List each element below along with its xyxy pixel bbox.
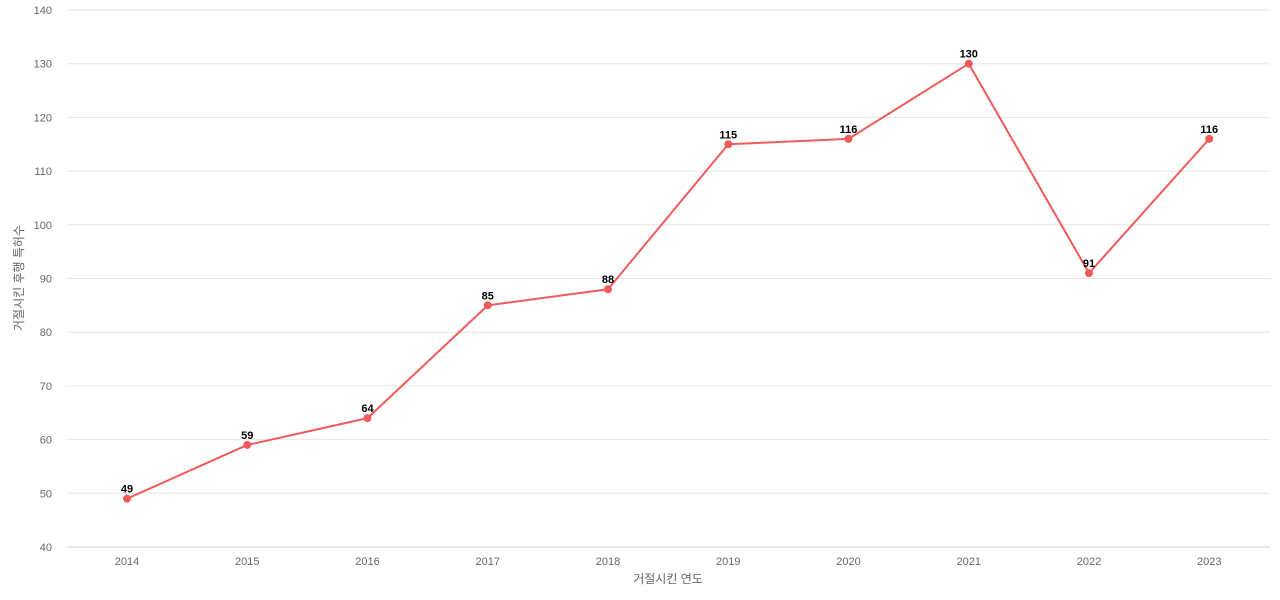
x-tick-label: 2018 xyxy=(596,556,620,568)
data-label: 116 xyxy=(1200,124,1218,136)
x-axis-ticks: 2014 2015 2016 2017 2018 2019 2020 2021 2022 2023 xyxy=(115,556,1222,568)
data-point xyxy=(243,440,252,449)
y-tick-label: 140 xyxy=(34,5,52,17)
y-axis-ticks: 40 50 60 70 80 90 100 110 120 130 140 xyxy=(34,5,52,554)
data-point xyxy=(964,59,973,68)
y-tick-label: 70 xyxy=(40,381,52,393)
data-point xyxy=(724,140,733,149)
data-point xyxy=(1205,134,1214,143)
y-tick-label: 60 xyxy=(40,435,52,447)
x-tick-label: 2016 xyxy=(355,556,379,568)
y-tick-label: 80 xyxy=(40,327,52,339)
x-tick-label: 2019 xyxy=(716,556,740,568)
data-point xyxy=(123,494,131,503)
x-tick-label: 2014 xyxy=(115,556,139,568)
data-label: 64 xyxy=(361,403,374,415)
data-point xyxy=(483,301,492,310)
x-tick-label: 2020 xyxy=(836,556,860,568)
data-point xyxy=(363,414,372,423)
y-tick-label: 50 xyxy=(40,488,52,500)
data-label: 49 xyxy=(121,484,133,496)
x-tick-label: 2023 xyxy=(1197,556,1221,568)
data-label: 130 xyxy=(960,49,978,61)
data-labels: 49 59 64 85 88 115 116 130 91 116 xyxy=(121,49,1218,496)
y-tick-label: 130 xyxy=(34,59,52,71)
data-label: 88 xyxy=(602,274,614,286)
x-tick-label: 2015 xyxy=(235,556,259,568)
data-point xyxy=(1085,269,1093,278)
data-label: 115 xyxy=(719,129,737,141)
series-line xyxy=(126,62,1210,500)
data-label: 59 xyxy=(241,430,253,442)
y-tick-label: 90 xyxy=(40,274,52,286)
data-label: 116 xyxy=(840,124,858,136)
x-tick-label: 2021 xyxy=(957,556,981,568)
x-tick-label: 2022 xyxy=(1077,556,1101,568)
x-axis-title: 거절시킨 연도 xyxy=(633,572,703,586)
y-tick-label: 100 xyxy=(34,220,52,232)
data-label: 91 xyxy=(1083,258,1095,270)
gridlines xyxy=(67,9,1270,548)
data-label: 85 xyxy=(482,290,494,302)
y-tick-label: 120 xyxy=(34,112,52,124)
series-layer xyxy=(123,59,1214,503)
y-axis-title: 거절시킨 후행 특허수 xyxy=(11,225,26,331)
data-point xyxy=(844,134,853,143)
y-tick-label: 110 xyxy=(34,166,52,178)
x-tick-label: 2017 xyxy=(476,556,500,568)
y-tick-label: 40 xyxy=(40,542,52,554)
data-point xyxy=(604,285,612,294)
